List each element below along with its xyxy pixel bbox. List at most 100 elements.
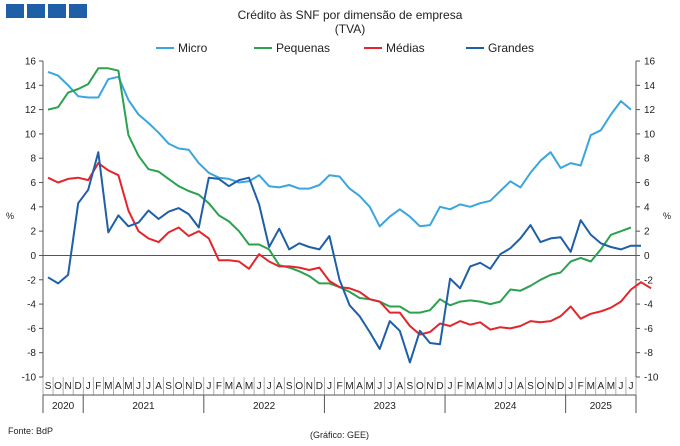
x-month-label: M	[225, 381, 233, 392]
x-month-label: A	[276, 381, 283, 392]
logo-square	[6, 4, 24, 18]
x-month-label: J	[267, 381, 272, 392]
x-month-label: S	[286, 381, 293, 392]
axes: -10 -10 -8 -8 -6 -6 -4 -4 -2 -2 0 0 2 2 4 4 6 6 8 8 10 10 12 12…	[22, 57, 659, 413]
series-line-micro	[47, 70, 632, 228]
chart-credit: (Gráfico: GEE)	[310, 430, 370, 440]
y-tick-label-right: 10	[644, 129, 656, 140]
y-tick-label-right: 4	[644, 202, 650, 213]
legend-label: Grandes	[488, 41, 534, 55]
x-month-label: J	[508, 381, 513, 392]
y-tick-label-right: 16	[644, 57, 656, 68]
x-month-label: J	[327, 381, 332, 392]
x-month-label: O	[54, 381, 62, 392]
x-month-label: F	[578, 381, 584, 392]
chart-title: Crédito às SNF por dimensão de empresa	[238, 8, 463, 22]
x-month-label: J	[206, 381, 211, 392]
x-month-label: J	[568, 381, 573, 392]
x-month-label: M	[486, 381, 494, 392]
x-month-label: N	[306, 381, 313, 392]
y-tick-label-right: 0	[644, 251, 650, 262]
x-month-label: O	[537, 381, 545, 392]
x-month-label: F	[95, 381, 101, 392]
x-month-label: A	[517, 381, 524, 392]
x-month-label: A	[356, 381, 363, 392]
x-month-label: O	[295, 381, 303, 392]
y-tick-label-right: 2	[644, 227, 650, 238]
x-month-label: M	[365, 381, 373, 392]
x-month-label: M	[245, 381, 253, 392]
y-tick-label-right: -6	[644, 324, 653, 335]
y-axis-label-right: %	[663, 211, 671, 221]
y-tick-label-left: 2	[30, 227, 36, 238]
y-tick-label-right: 14	[644, 81, 656, 92]
series-lines	[47, 67, 652, 364]
legend-label: Pequenas	[276, 41, 330, 55]
x-month-label: A	[236, 381, 243, 392]
x-month-label: D	[316, 381, 323, 392]
y-tick-label-left: 10	[25, 129, 37, 140]
chart-subtitle: (TVA)	[335, 22, 365, 36]
x-month-label: J	[257, 381, 262, 392]
y-tick-label-right: -10	[644, 373, 659, 384]
x-month-label: A	[396, 381, 403, 392]
y-tick-label-right: 6	[644, 178, 650, 189]
y-tick-label-right: -2	[644, 275, 653, 286]
x-month-label: A	[477, 381, 484, 392]
series-line-m-dias	[47, 162, 652, 336]
y-tick-label-right: -4	[644, 300, 653, 311]
y-tick-label-left: 0	[30, 251, 36, 262]
x-month-label: M	[104, 381, 112, 392]
x-month-label: M	[124, 381, 132, 392]
x-month-label: M	[607, 381, 615, 392]
y-tick-label-left: -10	[22, 373, 37, 384]
logo-square	[27, 4, 45, 18]
y-tick-label-left: -2	[27, 275, 36, 286]
x-month-label: A	[597, 381, 604, 392]
y-tick-label-left: -6	[27, 324, 36, 335]
x-month-label: J	[136, 381, 141, 392]
bank-logo	[6, 4, 87, 18]
x-year-label: 2021	[132, 401, 155, 412]
x-month-label: D	[75, 381, 82, 392]
x-month-label: J	[498, 381, 503, 392]
x-month-label: J	[387, 381, 392, 392]
x-month-label: M	[345, 381, 353, 392]
x-month-label: N	[185, 381, 192, 392]
y-axis-label-left: %	[6, 211, 14, 221]
x-year-label: 2022	[253, 401, 276, 412]
x-month-label: A	[115, 381, 122, 392]
x-month-label: S	[527, 381, 534, 392]
y-tick-label-right: 12	[644, 105, 656, 116]
x-month-label: S	[407, 381, 414, 392]
x-month-label: O	[416, 381, 424, 392]
y-tick-label-left: -4	[27, 300, 36, 311]
x-year-label: 2024	[494, 401, 517, 412]
legend-label: Micro	[178, 41, 208, 55]
x-month-label: M	[587, 381, 595, 392]
logo-square	[69, 4, 87, 18]
x-month-label: F	[336, 381, 342, 392]
x-month-label: D	[436, 381, 443, 392]
x-month-label: N	[65, 381, 72, 392]
y-tick-label-left: 16	[25, 57, 37, 68]
y-tick-label-right: -8	[644, 348, 653, 359]
x-month-label: J	[448, 381, 453, 392]
legend: Micro Pequenas Médias Grandes	[156, 41, 534, 55]
x-month-label: A	[155, 381, 162, 392]
x-month-label: S	[165, 381, 172, 392]
x-month-label: O	[175, 381, 183, 392]
logo-square	[48, 4, 66, 18]
y-tick-label-left: 4	[30, 202, 36, 213]
x-month-label: S	[45, 381, 52, 392]
x-month-label: J	[146, 381, 151, 392]
series-line-grandes	[47, 151, 641, 364]
y-tick-label-left: -8	[27, 348, 36, 359]
x-month-label: M	[466, 381, 474, 392]
x-month-label: J	[377, 381, 382, 392]
x-month-label: N	[547, 381, 554, 392]
x-year-label: 2023	[374, 401, 397, 412]
x-month-label: F	[216, 381, 222, 392]
x-month-label: J	[86, 381, 91, 392]
x-month-label: D	[557, 381, 564, 392]
